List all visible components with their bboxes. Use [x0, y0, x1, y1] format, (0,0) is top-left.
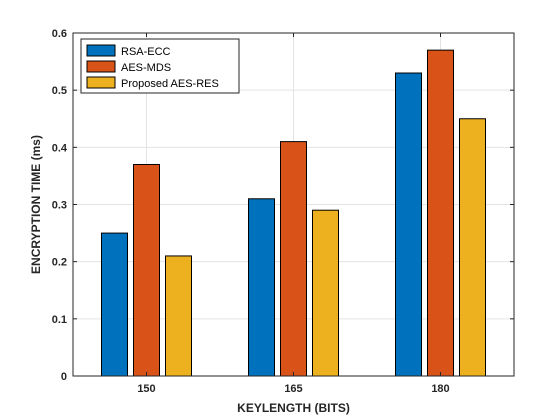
y-tick-label: 0.2	[52, 257, 67, 269]
x-tick-label: 180	[431, 383, 449, 395]
x-axis-title: KEYLENGTH (BITS)	[237, 401, 350, 415]
y-tick-label: 0.3	[52, 200, 67, 212]
legend-label: Proposed AES-RES	[121, 78, 219, 90]
legend-swatch	[86, 60, 116, 73]
y-tick-label: 0.5	[52, 85, 67, 97]
y-tick-label: 0.6	[52, 28, 67, 40]
bar-proposed-aes-res-165	[312, 209, 339, 377]
bar-aes-mds-165	[280, 141, 307, 377]
x-tick-label: 165	[284, 383, 302, 395]
legend-swatch	[86, 76, 116, 89]
bar-rsa-ecc-150	[101, 232, 128, 377]
bar-rsa-ecc-165	[248, 198, 275, 377]
legend: RSA-ECC AES-MDS Proposed AES-RES	[80, 38, 240, 94]
legend-label: AES-MDS	[121, 62, 171, 74]
bar-aes-mds-150	[133, 163, 160, 377]
y-tick-label: 0.4	[52, 142, 68, 154]
x-tick-label: 150	[137, 383, 155, 395]
bar-rsa-ecc-180	[395, 72, 422, 377]
y-tick-label: 0.1	[52, 314, 67, 326]
bars-group	[101, 49, 486, 377]
legend-label: RSA-ECC	[121, 46, 171, 58]
legend-swatch	[86, 44, 116, 57]
bar-proposed-aes-res-180	[459, 118, 486, 377]
y-tick-label: 0	[61, 371, 67, 383]
y-axis-title: ENCRYPTION TIME (ms)	[29, 135, 43, 274]
bar-aes-mds-180	[427, 49, 454, 377]
bar-proposed-aes-res-150	[165, 255, 192, 377]
axis-ticks: 0 0.1 0.2 0.3 0.4 0.5 0.6 150 165 180	[52, 28, 514, 395]
